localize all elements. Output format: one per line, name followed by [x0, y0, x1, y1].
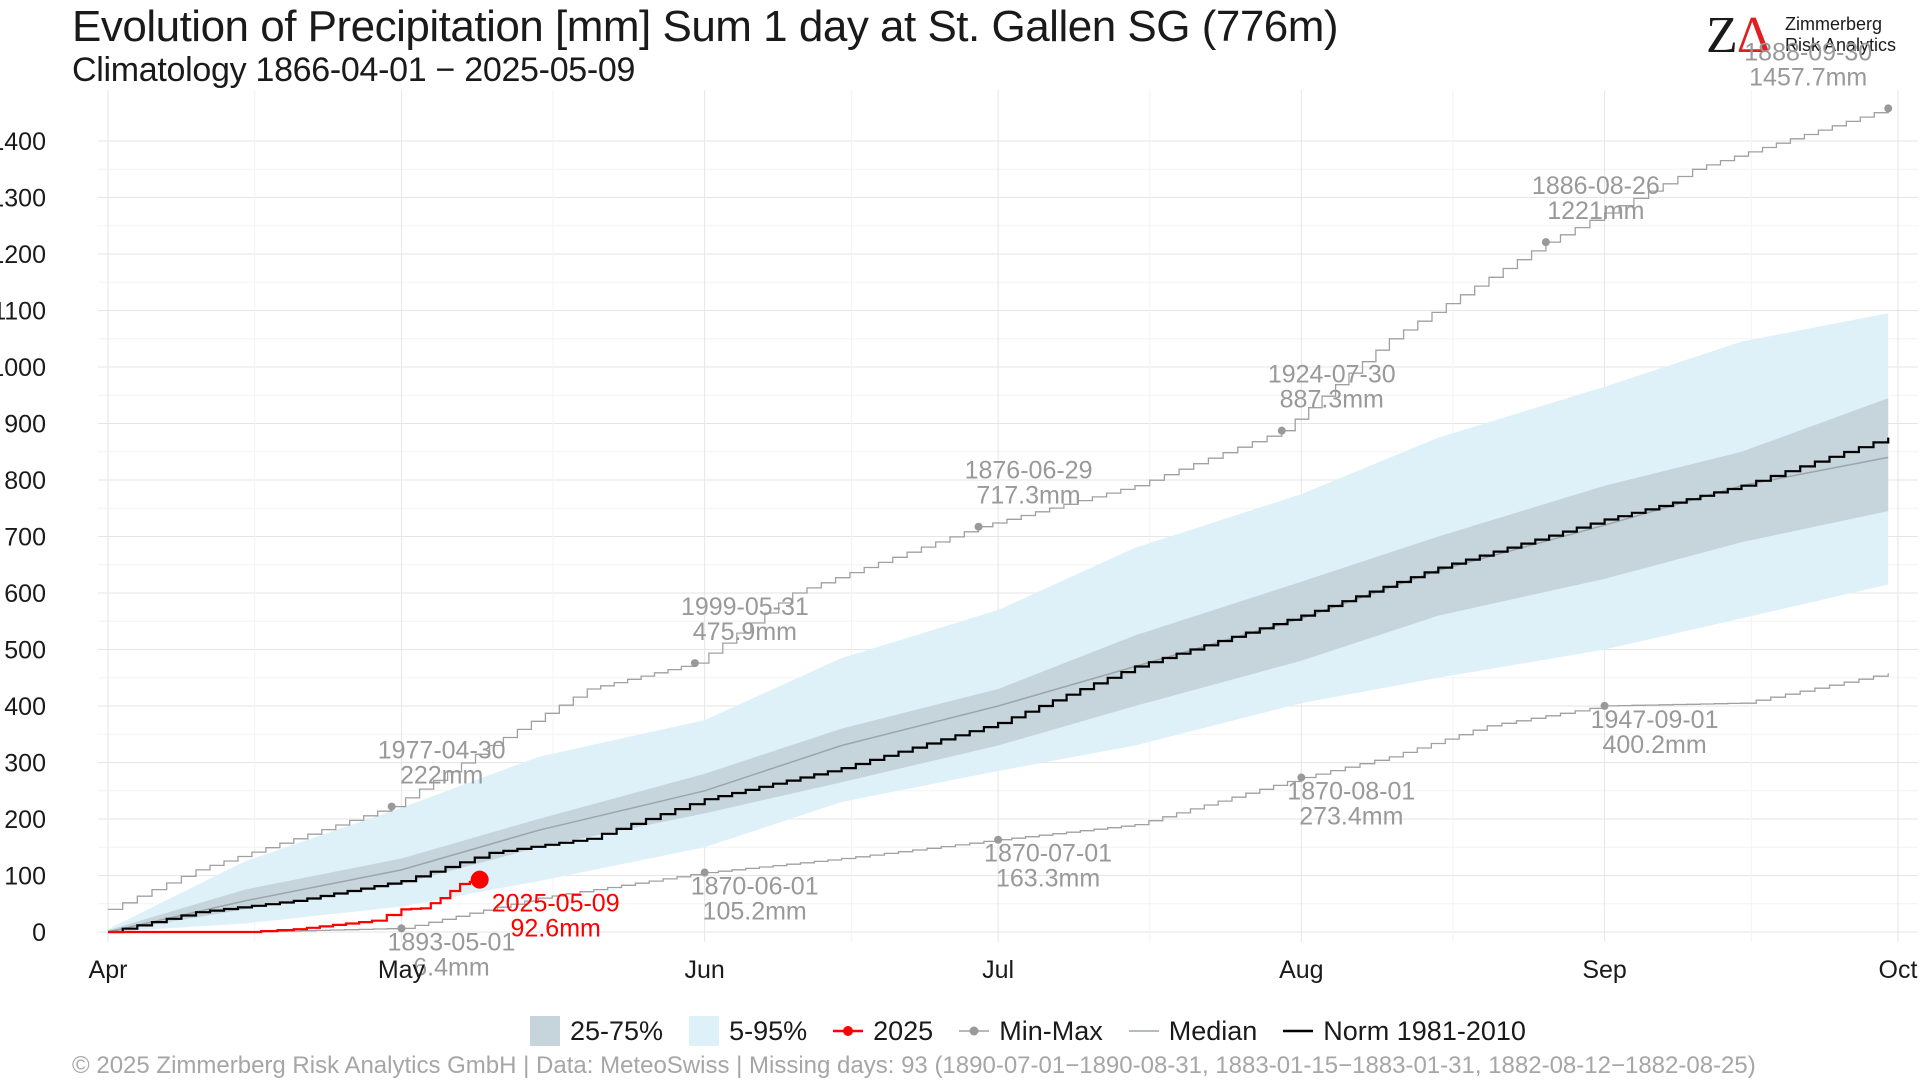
legend-item-25-75[interactable]: 25-75% [530, 1016, 663, 1047]
x-tick-label: May [378, 956, 426, 984]
band-5-95 [108, 313, 1889, 932]
minmax-point [387, 802, 396, 811]
minmax-point [397, 924, 406, 933]
y-tick-label: 1000 [0, 354, 46, 382]
legend-label-2025: 2025 [873, 1015, 934, 1046]
legend-key-median [1128, 1016, 1159, 1046]
annotation-value: 887.3mm [1280, 386, 1384, 414]
annotation-date: 1977-04-30 [378, 737, 506, 765]
legend-label-norm: Norm 1981-2010 [1323, 1015, 1526, 1046]
legend-key-min-max [959, 1016, 990, 1046]
annotation-date: 1870-06-01 [691, 873, 819, 901]
y-tick-label: 300 [4, 750, 46, 778]
annotation-date: 1999-05-31 [681, 593, 809, 621]
minmax-point [700, 868, 709, 877]
annotation-value: 1457.7mm [1749, 63, 1867, 91]
legend-key-2025 [833, 1016, 864, 1046]
chart-subtitle: Climatology 1866-04-01 − 2025-05-09 [72, 51, 636, 89]
y-tick-label: 800 [4, 467, 46, 495]
legend-item-median[interactable]: Median [1128, 1015, 1258, 1047]
annotation-value: 163.3mm [996, 865, 1100, 893]
axis-layer: 0 100 200 300 400 500 600 700 800 900 1000 1100 1200… [0, 128, 1917, 984]
annotation-date: 1886-08-26 [1532, 172, 1660, 200]
minmax-point [1277, 426, 1286, 435]
legend-item-min-max[interactable]: Min-Max [959, 1016, 1103, 1047]
footer-credits: © 2025 Zimmerberg Risk Analytics GmbH | … [72, 1052, 1756, 1079]
annotation-value: 400.2mm [1602, 731, 1706, 759]
brand-name: Zimmerberg Risk Analytics [1785, 14, 1896, 56]
annotation-date: 1888-09-30 [1744, 38, 1872, 66]
norm-line [108, 437, 1890, 934]
legend-label-5-95: 5-95% [729, 1015, 808, 1046]
brand-mark: Z∆ [1706, 7, 1770, 64]
y-tick-label: 100 [4, 863, 46, 891]
y-tick-label: 1100 [0, 298, 46, 326]
minmax-point [690, 659, 699, 668]
y-tick-label: 1200 [0, 241, 46, 269]
annotation-value: 222mm [400, 762, 483, 790]
annotation-value: 105.2mm [703, 898, 807, 926]
annotation-date: 1947-09-01 [1591, 706, 1719, 734]
y-tick-label: 0 [32, 919, 46, 947]
x-tick-label: Apr [89, 956, 128, 984]
y-tick-label: 200 [4, 806, 46, 834]
annotation-date: 1870-07-01 [984, 840, 1112, 868]
annotation-value: 717.3mm [976, 482, 1080, 510]
annotation-value: 475.9mm [693, 618, 797, 646]
minmax-point [1541, 238, 1550, 247]
minmax-point [994, 835, 1003, 844]
brand-logo[interactable]: Z∆ Zimmerberg Risk Analytics [1706, 8, 1906, 64]
current-value-label: 92.6mm [511, 915, 601, 943]
legend-item-5-95[interactable]: 5-95% [689, 1016, 807, 1047]
legend-item-2025[interactable]: 2025 [833, 1016, 933, 1047]
median-line [107, 456, 1889, 933]
legend-item-norm[interactable]: Norm 1981-2010 [1283, 1016, 1526, 1047]
brand-name-line2: Risk Analytics [1785, 35, 1897, 55]
minmax-point [1297, 773, 1306, 782]
x-tick-label: Jul [982, 956, 1014, 984]
y-tick-label: 600 [4, 580, 46, 608]
minmax-point [1600, 701, 1609, 710]
annotation-value: 6.4mm [413, 953, 489, 981]
legend-label-median: Median [1168, 1015, 1258, 1046]
y-tick-label: 400 [4, 693, 46, 721]
x-tick-label: Sep [1582, 956, 1626, 984]
legend-key-5-95 [689, 1016, 720, 1046]
annotation-date: 1893-05-01 [387, 928, 515, 956]
y-tick-label: 500 [4, 637, 46, 665]
current-2025-line [108, 879, 481, 934]
max-line [108, 108, 1889, 911]
annotation-date: 1876-06-29 [965, 457, 1093, 485]
band-layer [108, 313, 1889, 933]
legend-label-25-75: 25-75% [570, 1015, 664, 1046]
y-tick-label: 900 [4, 411, 46, 439]
point-layer [387, 104, 1893, 933]
current-date-label: 2025-05-09 [492, 890, 620, 918]
brand-name-line1: Zimmerberg [1785, 14, 1883, 34]
x-tick-label: Jun [685, 956, 725, 984]
legend-label-min-max: Min-Max [999, 1015, 1103, 1046]
x-tick-label: Aug [1279, 956, 1323, 984]
annotation-value: 1221mm [1547, 197, 1644, 225]
y-tick-label: 700 [4, 524, 46, 552]
legend: 25-75% 5-95% 2025 Min-Max Median Norm 19… [530, 1013, 1552, 1049]
minmax-point [974, 522, 983, 531]
annotation-value: 273.4mm [1299, 803, 1403, 831]
legend-key-norm [1283, 1016, 1314, 1046]
legend-key-25-75 [530, 1016, 560, 1046]
chart-title: Evolution of Precipitation [mm] Sum 1 da… [72, 2, 1339, 51]
x-tick-label: Oct [1879, 956, 1918, 984]
annotation-date: 1924-07-30 [1268, 361, 1396, 389]
current-2025-point [470, 870, 489, 889]
y-tick-label: 1300 [0, 185, 46, 213]
minmax-point [1884, 104, 1893, 113]
annotation-date: 1870-08-01 [1287, 778, 1415, 806]
